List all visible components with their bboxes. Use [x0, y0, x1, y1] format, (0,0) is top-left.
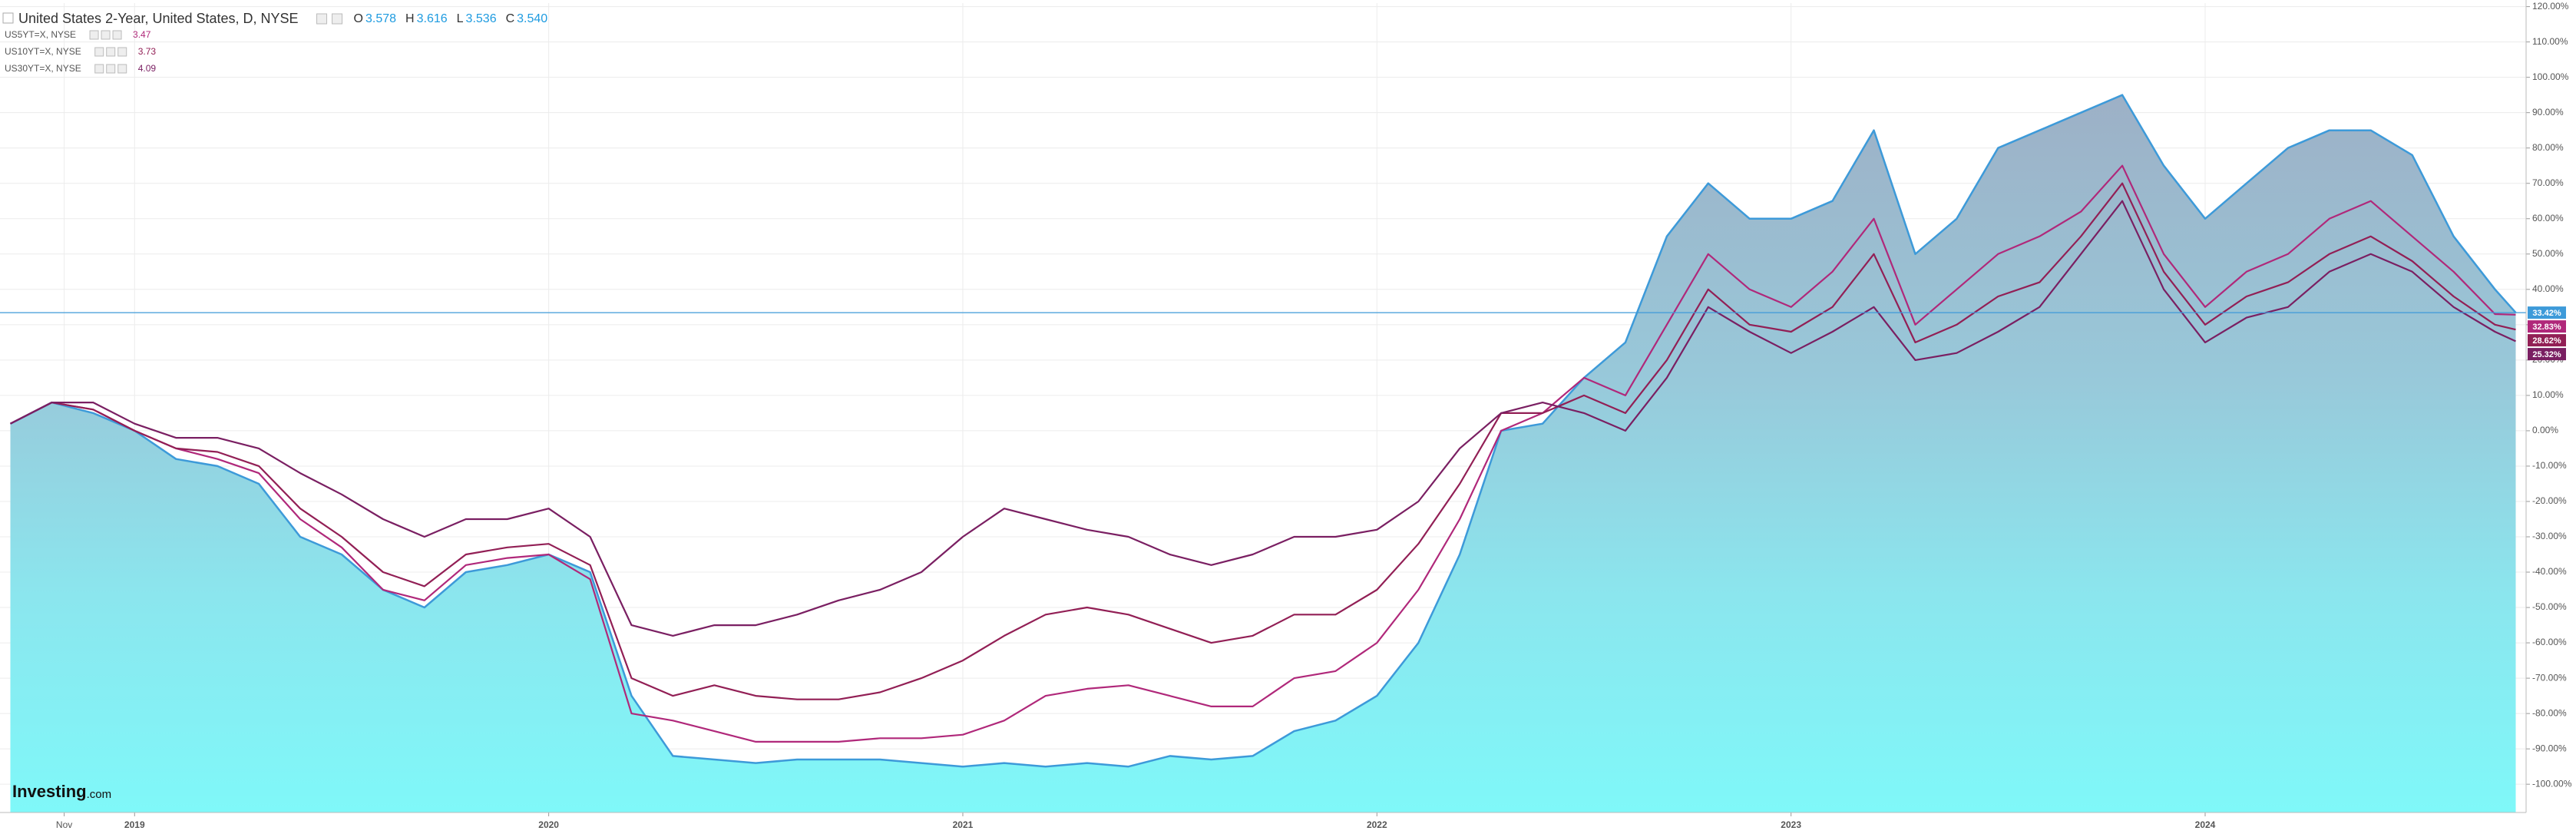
y-tick-label: 110.00%: [2532, 36, 2568, 47]
last-value-badge: [2528, 334, 2566, 347]
y-tick-label: -10.00%: [2532, 460, 2567, 471]
legend-quote: 4.09: [138, 63, 157, 74]
x-tick-label: 2021: [953, 819, 974, 830]
legend-button[interactable]: [94, 64, 104, 74]
legend-button[interactable]: [106, 64, 116, 74]
ohlc-key: O: [354, 12, 363, 25]
line: [9, 200, 2516, 637]
last-value-label: 25.32%: [2532, 350, 2561, 359]
last-value-badge: [2528, 348, 2566, 361]
legend-button[interactable]: [101, 30, 111, 40]
x-tick-label: 2020: [538, 819, 559, 830]
legend-name: US10YT=X, NYSE: [5, 46, 81, 57]
legend-button[interactable]: [112, 30, 122, 40]
ohlc-value: 3.616: [417, 12, 448, 25]
ohlc-key: L: [457, 12, 464, 25]
x-tick-label: 2024: [2195, 819, 2216, 830]
line: [9, 94, 2517, 768]
legend-button[interactable]: [316, 13, 328, 25]
y-tick-label: 60.00%: [2532, 213, 2564, 223]
plot-area: [0, 94, 2526, 812]
y-tick-label: 0.00%: [2532, 425, 2558, 435]
y-tick-label: -40.00%: [2532, 566, 2567, 577]
ohlc-value: 3.578: [365, 12, 396, 25]
y-tick-label: 50.00%: [2532, 248, 2564, 259]
area: [10, 94, 2516, 812]
x-tick-label: 2022: [1367, 819, 1387, 830]
x-tick-label: Nov: [56, 819, 72, 830]
legend-button[interactable]: [117, 47, 127, 57]
y-tick-label: 120.00%: [2532, 1, 2569, 12]
y-tick-label: 100.00%: [2532, 71, 2569, 82]
x-tick-label: 2019: [124, 819, 145, 830]
y-tick-label: 90.00%: [2532, 107, 2564, 117]
y-tick-label: 10.00%: [2532, 389, 2564, 400]
ohlc-value: 3.536: [466, 12, 497, 25]
brand-suffix: .com: [87, 788, 112, 801]
x-tick-label: 2023: [1781, 819, 1801, 830]
legend-name: US5YT=X, NYSE: [5, 29, 76, 40]
line: [9, 164, 2516, 743]
y-tick-label: -80.00%: [2532, 707, 2567, 718]
y-tick-label: -50.00%: [2532, 601, 2567, 612]
legend-button[interactable]: [89, 30, 99, 40]
y-tick-label: -90.00%: [2532, 743, 2567, 753]
y-tick-label: -70.00%: [2532, 672, 2567, 683]
ohlc-key: H: [405, 12, 415, 25]
legend-quote: 3.73: [138, 46, 157, 57]
legend-button[interactable]: [332, 13, 343, 25]
line: [9, 182, 2516, 700]
y-tick-label: 40.00%: [2532, 283, 2564, 294]
last-value-badge: [2528, 320, 2566, 333]
ohlc-key: C: [506, 12, 515, 25]
last-value-label: 28.62%: [2532, 336, 2561, 346]
series-title: United States 2-Year, United States, D, …: [18, 11, 299, 26]
y-tick-label: -30.00%: [2532, 531, 2567, 541]
y-tick-label: -20.00%: [2532, 495, 2567, 506]
y-tick-label: -60.00%: [2532, 637, 2567, 647]
last-value-label: 32.83%: [2532, 323, 2561, 332]
last-value-label: 33.42%: [2532, 309, 2561, 318]
y-tick-label: 80.00%: [2532, 142, 2564, 153]
legend-button[interactable]: [106, 47, 116, 57]
legend-button[interactable]: [94, 47, 104, 57]
legend-button[interactable]: [117, 64, 127, 74]
y-tick-label: -100.00%: [2532, 778, 2572, 789]
last-value-badge: [2528, 306, 2566, 319]
ohlc-value: 3.540: [517, 12, 547, 25]
legend-name: US30YT=X, NYSE: [5, 63, 81, 74]
collapse-button: [2, 12, 14, 24]
legend-quote: 3.47: [133, 29, 151, 40]
legend: United States 2-Year, United States, D, …: [2, 11, 547, 801]
brand: Investing: [12, 782, 87, 801]
y-tick-label: 70.00%: [2532, 177, 2564, 188]
